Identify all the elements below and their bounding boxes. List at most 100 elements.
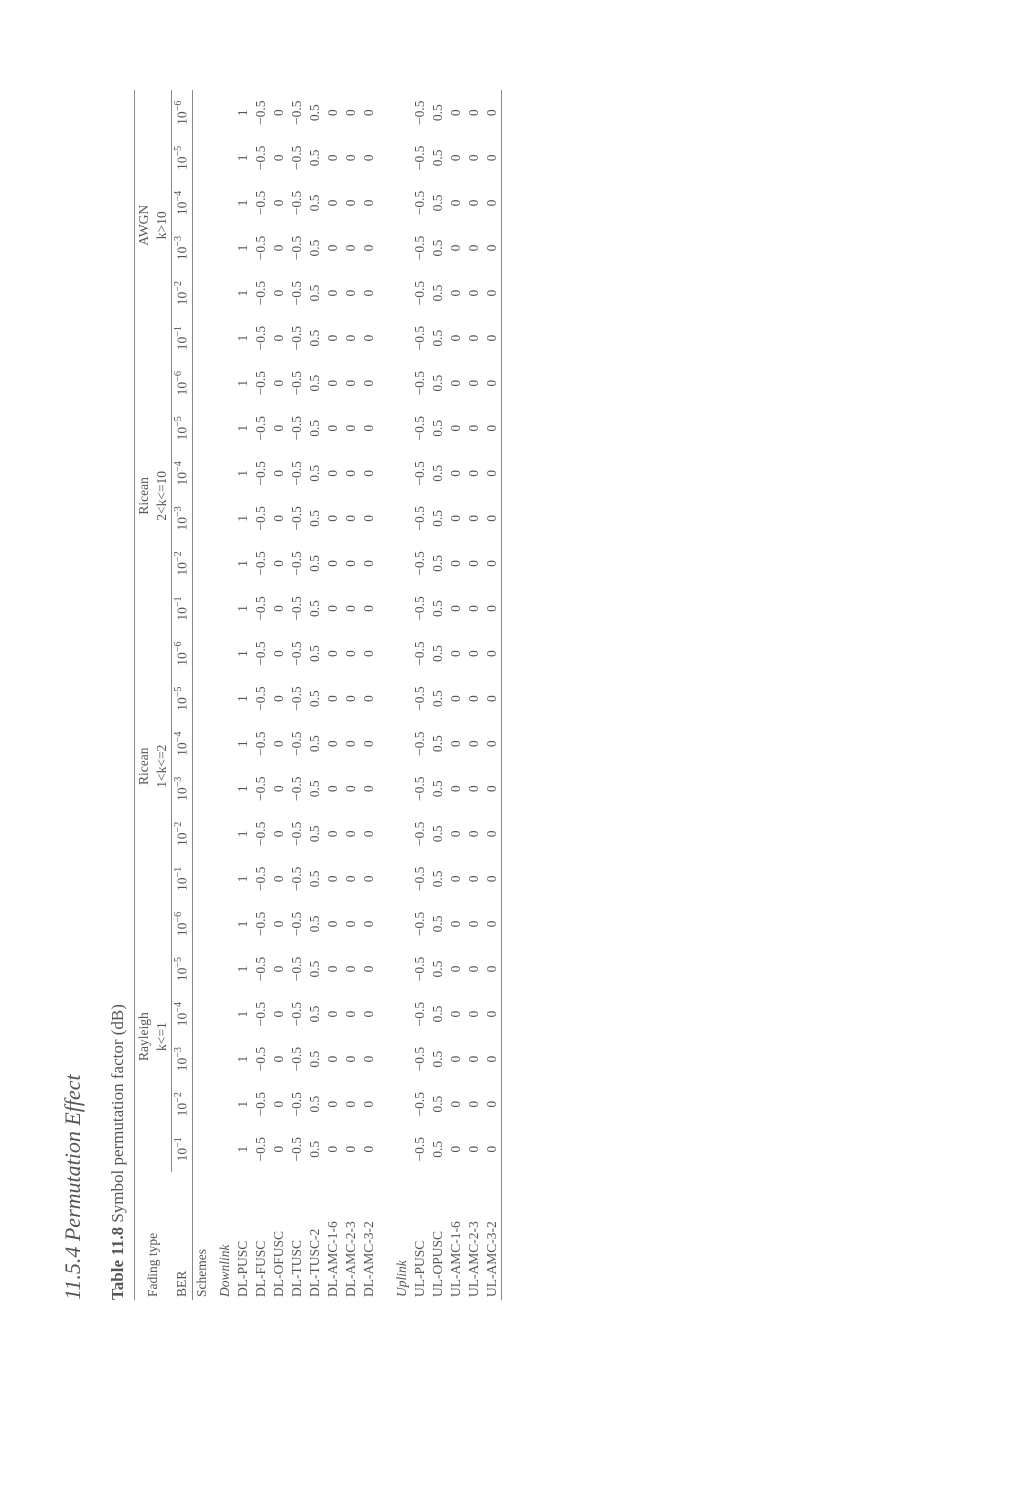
value-cell: 0.5 — [429, 946, 447, 991]
value-cell: 0.5 — [429, 1127, 447, 1172]
ber-col-header: 10−6 — [172, 90, 193, 135]
scheme-name: DL-AMC-1-6 — [324, 1172, 342, 1300]
group-3-b: k>10 — [153, 90, 172, 361]
value-cell: 0.5 — [306, 992, 324, 1037]
value-cell: −0.5 — [252, 676, 270, 721]
value-cell: 0 — [360, 361, 378, 406]
value-cell: 0.5 — [429, 1037, 447, 1082]
value-cell: 1 — [234, 586, 252, 631]
value-cell: −0.5 — [288, 541, 306, 586]
value-cell: −0.5 — [288, 271, 306, 316]
value-cell: 0 — [483, 541, 502, 586]
value-cell: 0 — [465, 992, 483, 1037]
value-cell: −0.5 — [252, 541, 270, 586]
value-cell: 0.5 — [429, 225, 447, 270]
value-cell: 0 — [342, 1082, 360, 1127]
ber-col-header: 10−6 — [172, 361, 193, 406]
value-cell: 1 — [234, 90, 252, 135]
value-cell: 0 — [342, 271, 360, 316]
value-cell: −0.5 — [411, 1082, 429, 1127]
value-cell: 0 — [360, 721, 378, 766]
header-row-1: Fading type Rayleigh Ricean Ricean AWGN — [135, 90, 154, 1300]
value-cell: 0 — [465, 856, 483, 901]
value-cell: 0 — [465, 271, 483, 316]
value-cell: 0.5 — [306, 946, 324, 991]
value-cell: 0.5 — [306, 766, 324, 811]
value-cell: 0 — [342, 946, 360, 991]
spacer-row — [378, 90, 388, 1300]
value-cell: 1 — [234, 811, 252, 856]
value-cell: 0.5 — [306, 496, 324, 541]
value-cell: 0 — [447, 225, 465, 270]
value-cell: 0 — [342, 316, 360, 361]
ber-col-header: 10−3 — [172, 225, 193, 270]
value-cell: 1 — [234, 541, 252, 586]
table-caption: Table 11.8 Symbol permutation factor (dB… — [108, 90, 128, 1300]
scheme-name: DL-FUSC — [252, 1172, 270, 1300]
scheme-name: UL-AMC-1-6 — [447, 1172, 465, 1300]
value-cell: 0 — [465, 451, 483, 496]
value-cell: −0.5 — [411, 361, 429, 406]
value-cell: 0 — [270, 271, 288, 316]
value-cell: −0.5 — [252, 586, 270, 631]
block-subtitle: Uplink — [388, 1172, 411, 1300]
value-cell: 0 — [270, 1082, 288, 1127]
value-cell: −0.5 — [252, 271, 270, 316]
value-cell: −0.5 — [288, 361, 306, 406]
value-cell: 0.5 — [429, 541, 447, 586]
value-cell: 0 — [483, 90, 502, 135]
value-cell: 0 — [483, 766, 502, 811]
value-cell: −0.5 — [288, 1037, 306, 1082]
value-cell: 0 — [447, 1037, 465, 1082]
value-cell: 0 — [447, 406, 465, 451]
value-cell: −0.5 — [252, 1037, 270, 1082]
table-row: UL-AMC-2-3000000000000000000000000 — [465, 90, 483, 1300]
value-cell: −0.5 — [288, 856, 306, 901]
value-cell: 0.5 — [306, 271, 324, 316]
value-cell: 0 — [270, 676, 288, 721]
value-cell: 0 — [270, 992, 288, 1037]
value-cell: 1 — [234, 271, 252, 316]
table-head: Fading type Rayleigh Ricean Ricean AWGN … — [135, 90, 193, 1300]
value-cell: −0.5 — [288, 451, 306, 496]
value-cell: 0 — [360, 90, 378, 135]
value-cell: 0 — [465, 225, 483, 270]
value-cell: −0.5 — [252, 225, 270, 270]
value-cell: 0 — [465, 496, 483, 541]
value-cell: 0 — [447, 631, 465, 676]
value-cell: 0 — [324, 90, 342, 135]
value-cell: 0.5 — [429, 135, 447, 180]
value-cell: 0 — [465, 1037, 483, 1082]
value-cell: −0.5 — [288, 631, 306, 676]
value-cell: 0 — [270, 90, 288, 135]
block-subtitle-row: Downlink — [211, 90, 234, 1300]
value-cell: 0 — [324, 631, 342, 676]
value-cell: 0 — [324, 316, 342, 361]
value-cell: 0 — [360, 180, 378, 225]
value-cell: 0.5 — [306, 676, 324, 721]
value-cell: 1 — [234, 1037, 252, 1082]
value-cell: −0.5 — [252, 901, 270, 946]
value-cell: 0 — [324, 361, 342, 406]
value-cell: 0.5 — [429, 180, 447, 225]
value-cell: 0 — [324, 946, 342, 991]
value-cell: 0 — [360, 1127, 378, 1172]
value-cell: 1 — [234, 361, 252, 406]
table-caption-bold: Table 11.8 — [108, 1227, 127, 1300]
value-cell: 0 — [447, 271, 465, 316]
value-cell: 0 — [324, 225, 342, 270]
value-cell: 0 — [465, 811, 483, 856]
value-cell: −0.5 — [252, 180, 270, 225]
value-cell: −0.5 — [288, 90, 306, 135]
value-cell: 0 — [465, 180, 483, 225]
value-cell: 0 — [360, 316, 378, 361]
value-cell: 0 — [483, 901, 502, 946]
value-cell: 0 — [360, 811, 378, 856]
value-cell: 0 — [324, 1082, 342, 1127]
value-cell: 0.5 — [429, 992, 447, 1037]
value-cell: 0 — [447, 992, 465, 1037]
value-cell: 0 — [270, 811, 288, 856]
scheme-name: UL-PUSC — [411, 1172, 429, 1300]
value-cell: 0.5 — [306, 811, 324, 856]
scheme-name: DL-TUSC — [288, 1172, 306, 1300]
